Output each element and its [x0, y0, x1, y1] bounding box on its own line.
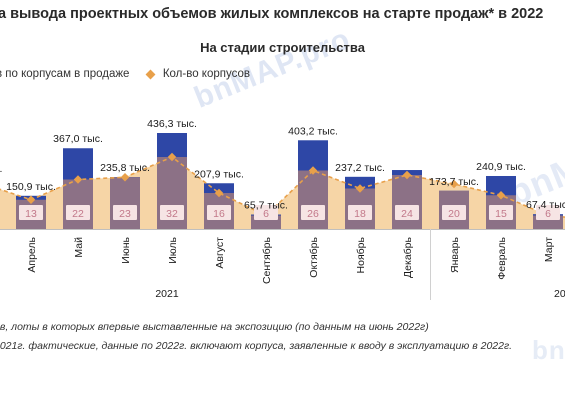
count-marker: [73, 175, 83, 184]
count-label: 20: [448, 208, 460, 220]
x-tick-label: Июнь: [120, 236, 132, 263]
x-tick-label: Июль: [167, 236, 179, 263]
count-label-box: [19, 205, 43, 220]
bar-value-label: 207,9 тыс.: [194, 168, 244, 180]
bar-value-label: 150,9 тыс.: [6, 181, 56, 193]
bar-value-label: 2.: [0, 163, 2, 175]
bar-value-label: 67,4 тыс.: [526, 199, 565, 211]
count-label-box: [348, 205, 372, 220]
count-label: 32: [166, 208, 178, 220]
count-marker: [308, 166, 318, 175]
bar-value-label: 436,3 тыс.: [147, 118, 197, 130]
x-tick-label: Октябрь: [308, 236, 320, 277]
count-label-box: [536, 205, 560, 220]
year-label: 2021: [155, 288, 179, 300]
count-label-box: [254, 205, 278, 220]
count-label-box: [489, 205, 513, 220]
count-label: 26: [307, 208, 319, 220]
bar-value-label: 403,2 тыс.: [288, 125, 338, 137]
count-label-box: [301, 205, 325, 220]
count-label: 16: [213, 208, 225, 220]
count-line: [0, 156, 565, 218]
count-label-box: [160, 205, 184, 220]
count-marker: [355, 184, 365, 193]
chart-subtitle: На стадии строительства: [200, 40, 365, 55]
count-marker: [167, 152, 177, 162]
count-marker: [120, 173, 130, 182]
bar-value-label: 367,0 тыс.: [53, 133, 103, 145]
footnote: ов, лоты в которых впервые выставленные …: [0, 321, 429, 333]
count-label-box: [207, 205, 231, 220]
bar-value-label: 240,9 тыс.: [476, 161, 526, 173]
x-tick-label: Апрель: [26, 236, 38, 272]
count-label: 6: [545, 208, 551, 220]
bar-value-label: 65,7 тыс.: [244, 200, 288, 212]
volume-bar-overlap: [63, 179, 93, 229]
count-label: 13: [25, 208, 37, 220]
x-tick-label: Декабрь: [402, 236, 414, 277]
legend-series-count: Кол-во корпусов: [162, 68, 250, 80]
count-label-box: [395, 205, 419, 220]
x-tick-label: Ноябрь: [355, 236, 367, 273]
count-label-box: [442, 205, 466, 220]
year-label: 20: [554, 288, 565, 300]
count-label: 6: [263, 208, 269, 220]
x-tick-label: Май: [73, 237, 85, 258]
count-label: 15: [495, 208, 507, 220]
x-tick-label: Сентябрь: [261, 236, 273, 284]
count-area: [0, 157, 565, 229]
count-marker: [496, 191, 506, 200]
bar-value-label: 237,2 тыс.: [335, 162, 385, 174]
count-label: 23: [119, 208, 131, 220]
count-label-box: [66, 205, 90, 220]
bar-value-label: 173,7 тыс.: [429, 176, 479, 188]
count-marker: [449, 179, 459, 189]
bar-value-label: 235,8 тыс.: [100, 162, 150, 174]
count-marker: [214, 188, 224, 198]
count-label: 22: [72, 208, 84, 220]
count-label-box: [113, 205, 137, 220]
x-tick-label: Февраль: [496, 236, 508, 279]
volume-bar-overlap: [110, 177, 140, 229]
watermark: bn: [532, 335, 565, 365]
x-tick-label: Март: [543, 237, 555, 262]
footnote: 2021г. фактические, данные по 2022г. вкл…: [0, 340, 513, 352]
count-label: 18: [354, 208, 366, 220]
legend: в по корпусам в продаже Кол-во корпусов: [0, 68, 250, 80]
x-tick-label: Август: [214, 237, 226, 269]
count-marker: [402, 170, 412, 180]
chart-title: а вывода проектных объемов жилых комплек…: [0, 6, 544, 22]
volume-bar-overlap: [392, 175, 422, 229]
legend-series-volume: в по корпусам в продаже: [0, 68, 130, 80]
count-label: 24: [401, 208, 413, 220]
volume-bar-overlap: [298, 170, 328, 229]
x-tick-label: Январь: [449, 236, 461, 273]
